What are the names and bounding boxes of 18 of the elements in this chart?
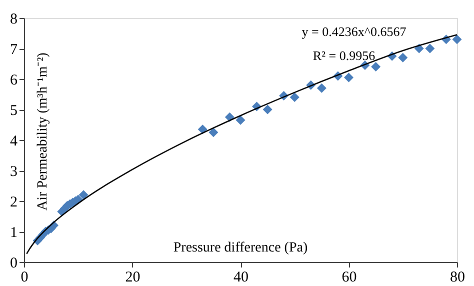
y-tick-label: 6 [10, 72, 18, 88]
y-tick-label: 7 [10, 42, 18, 58]
x-axis-title: Pressure difference (Pa) [173, 240, 308, 256]
y-tick-label: 2 [10, 194, 18, 210]
y-tick-label: 8 [10, 12, 18, 28]
y-tick-label: 3 [10, 164, 18, 180]
annotation: R² = 0.9956 [312, 48, 376, 63]
annotation: y = 0.4236x^0.6567 [302, 24, 407, 39]
x-tick-label: 60 [342, 270, 357, 286]
y-tick-label: 0 [10, 256, 18, 272]
x-tick-label: 0 [20, 270, 28, 286]
y-tick-label: 4 [10, 134, 18, 150]
y-axis-title: Air Permeability (m³h⁻¹m⁻²) [36, 52, 50, 210]
x-tick-label: 80 [450, 270, 465, 286]
y-tick-label: 1 [10, 225, 18, 241]
y-tick-label: 5 [10, 103, 18, 119]
x-tick-label: 20 [125, 270, 140, 286]
x-tick-label: 40 [234, 270, 248, 286]
